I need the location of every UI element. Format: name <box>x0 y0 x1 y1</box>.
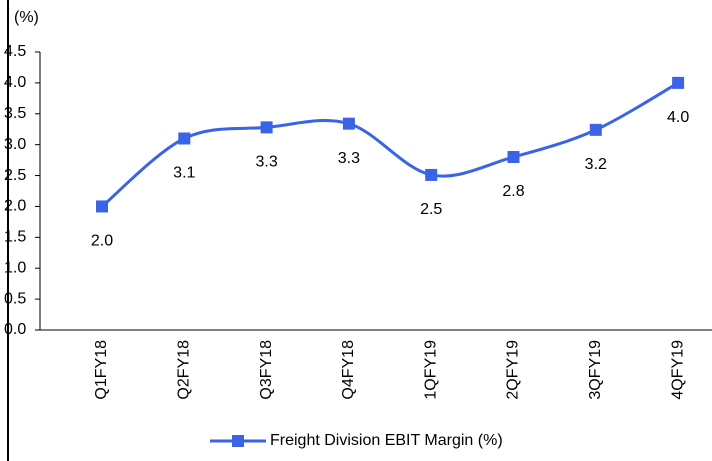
y-tick-label: 2.5 <box>4 167 26 184</box>
y-tick-label: 3.5 <box>4 105 26 122</box>
marker <box>507 151 520 164</box>
y-tick-label: 1.0 <box>4 259 26 276</box>
x-tick-label: Q2FY18 <box>176 340 193 400</box>
y-tick-label: 4.0 <box>4 74 26 91</box>
marker <box>425 168 438 181</box>
data-label: 4.0 <box>667 109 689 126</box>
y-tick-label: 3.0 <box>4 136 26 153</box>
line <box>101 81 679 208</box>
x-tick-label: Q3FY18 <box>258 340 275 400</box>
y-tick-label: 0.5 <box>4 290 26 307</box>
x-tick-label: Q4FY18 <box>340 340 357 400</box>
x-tick-label: 2QFY19 <box>505 340 522 400</box>
x-tick-label: 3QFY19 <box>587 340 604 400</box>
x-tick-label: 1QFY19 <box>422 340 439 400</box>
y-tick-label: 1.5 <box>4 229 26 246</box>
marker <box>260 121 273 134</box>
y-axis-label: (%) <box>14 9 39 26</box>
data-label: 2.5 <box>420 201 442 218</box>
y-tick-label: 2.0 <box>4 198 26 215</box>
legend-marker <box>232 435 244 447</box>
legend-label: Freight Division EBIT Margin (%) <box>270 432 503 449</box>
marker <box>342 117 355 130</box>
y-tick-label: 4.5 <box>4 43 26 60</box>
data-label: 2.0 <box>91 233 113 250</box>
data-label: 3.2 <box>585 156 607 173</box>
marker <box>589 123 602 136</box>
y-tick-label: 0.0 <box>4 321 26 338</box>
marker <box>178 132 191 145</box>
data-label: 3.3 <box>255 154 277 171</box>
x-tick-label: 4QFY19 <box>669 340 686 400</box>
x-tick-label: Q1FY18 <box>93 340 110 400</box>
marker <box>672 76 685 89</box>
data-label: 3.3 <box>338 150 360 167</box>
data-label: 2.8 <box>502 183 524 200</box>
data-label: 3.1 <box>173 165 195 182</box>
marker <box>96 200 108 213</box>
